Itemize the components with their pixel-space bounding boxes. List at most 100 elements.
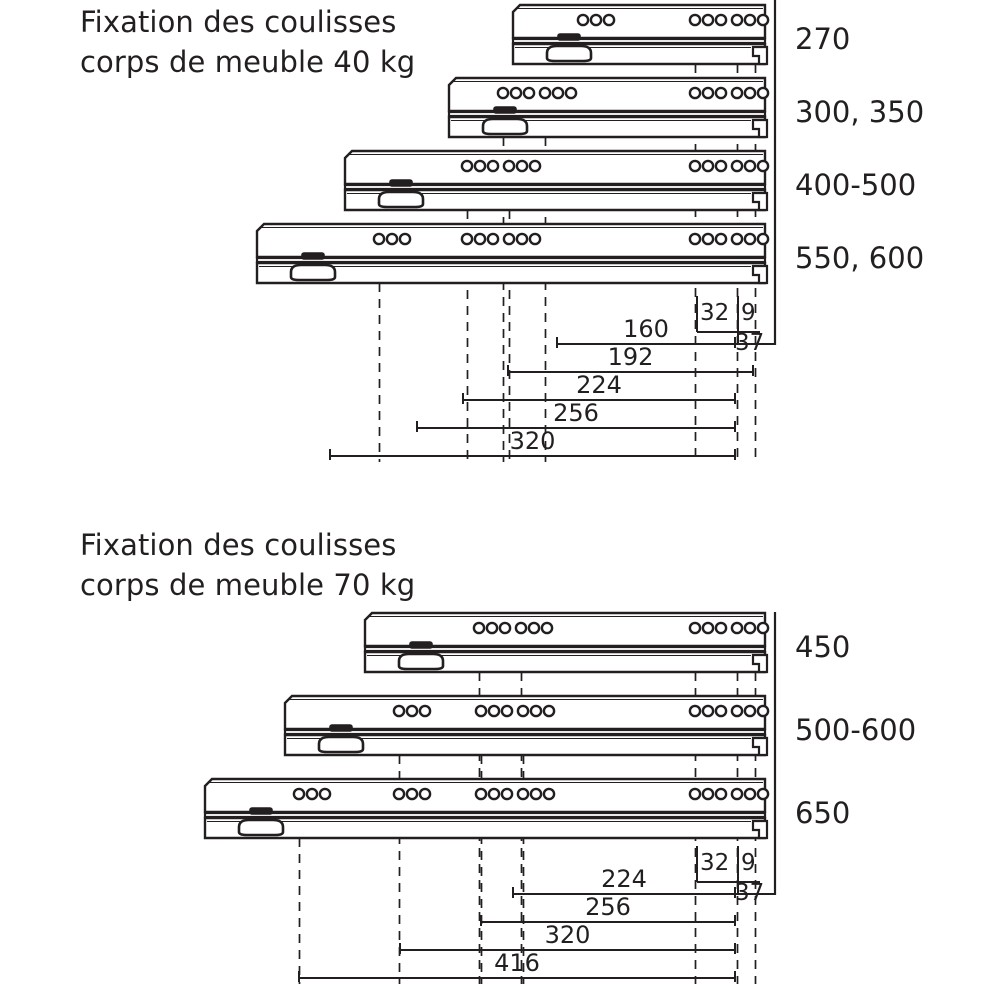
mounting-hole-icon [714, 159, 728, 173]
rail-separator [203, 811, 767, 819]
hole-group-left [576, 13, 616, 27]
mounting-hole-icon [730, 232, 744, 246]
rail-size-label: 450 [795, 630, 851, 664]
hole-group-left [502, 232, 542, 246]
slide-rail [363, 611, 770, 674]
hole-group-left [496, 86, 536, 100]
rail-size-label: 500-600 [795, 713, 917, 747]
mounting-hole-icon [418, 787, 432, 801]
dimension: 256 [416, 399, 736, 432]
slide-latch-icon [237, 818, 285, 837]
mounting-hole-icon [292, 787, 306, 801]
hole-group-right [730, 704, 770, 718]
mounting-hole-icon [743, 704, 757, 718]
mounting-hole-icon [318, 787, 332, 801]
slide-latch-tab-icon [329, 724, 353, 732]
mounting-hole-icon [522, 86, 536, 100]
dimension-label: 224 [601, 865, 647, 893]
rail-separator [283, 728, 767, 736]
mounting-hole-icon [385, 232, 399, 246]
mounting-hole-icon [756, 86, 770, 100]
hole-group-left [514, 621, 554, 635]
hole-group-left [292, 787, 332, 801]
mounting-hole-icon [688, 232, 702, 246]
mounting-hole-icon [743, 621, 757, 635]
mounting-hole-icon [392, 787, 406, 801]
mounting-hole-icon [701, 704, 715, 718]
mounting-hole-icon [564, 86, 578, 100]
mounting-hole-icon [516, 704, 530, 718]
slide-latch-tab-icon [409, 641, 433, 649]
dimension: 192 [507, 343, 754, 376]
dimension: 256 [480, 893, 736, 926]
rail-size-label: 270 [795, 22, 851, 56]
mounting-hole-icon [756, 621, 770, 635]
mounting-hole-icon [714, 704, 728, 718]
dimension-label: 256 [553, 399, 599, 427]
mounting-hole-icon [743, 159, 757, 173]
mounting-hole-icon [496, 86, 510, 100]
mounting-hole-icon [474, 704, 488, 718]
slide-latch-icon [545, 44, 593, 63]
hole-group-left [472, 621, 512, 635]
slide-latch-tab-icon [493, 106, 517, 114]
mounting-hole-icon [756, 787, 770, 801]
section-title-line2: corps de meuble 70 kg [80, 568, 416, 602]
mounting-hole-icon [714, 13, 728, 27]
mounting-hole-icon [500, 704, 514, 718]
mounting-hole-icon [516, 787, 530, 801]
hole-group-right [688, 232, 728, 246]
hole-group-left [372, 232, 412, 246]
mounting-hole-icon [701, 787, 715, 801]
mounting-hole-icon [743, 13, 757, 27]
mounting-hole-icon [473, 232, 487, 246]
mounting-hole-icon [502, 232, 516, 246]
detail-dim-label: 37 [735, 880, 764, 906]
hole-group-right [688, 13, 728, 27]
slide-latch-tab-icon [301, 252, 325, 260]
dimension-label: 224 [576, 371, 622, 399]
dimension: 224 [512, 865, 736, 898]
mounting-hole-icon [701, 13, 715, 27]
hole-group-right [730, 159, 770, 173]
mounting-hole-icon [743, 232, 757, 246]
mounting-hole-icon [486, 232, 500, 246]
mounting-hole-icon [542, 704, 556, 718]
section-title: Fixation des coulisses corps de meuble 70… [80, 525, 415, 605]
mounting-hole-icon [701, 232, 715, 246]
mounting-hole-icon [714, 86, 728, 100]
mounting-hole-icon [372, 232, 386, 246]
mounting-hole-icon [714, 621, 728, 635]
mounting-hole-icon [538, 86, 552, 100]
detail-dim-label: 9 [741, 850, 756, 876]
hole-group-right [730, 621, 770, 635]
hole-group-left [392, 787, 432, 801]
mounting-hole-icon [688, 13, 702, 27]
mounting-hole-icon [473, 159, 487, 173]
mounting-hole-icon [701, 86, 715, 100]
slide-latch-icon [377, 190, 425, 209]
hole-group-right [730, 13, 770, 27]
mounting-hole-icon [542, 787, 556, 801]
mounting-hole-icon [756, 232, 770, 246]
rail-end-hook-icon [751, 653, 769, 674]
hole-group-right [688, 704, 728, 718]
slide-rail [511, 3, 770, 66]
slide-rail [255, 222, 770, 285]
dimension-label: 320 [510, 427, 556, 455]
slide-latch-tab-icon [557, 33, 581, 41]
section-title: Fixation des coulisses corps de meuble 40… [80, 2, 415, 82]
hole-group-left [502, 159, 542, 173]
section-title-line2: corps de meuble 40 kg [80, 45, 416, 79]
mounting-hole-icon [515, 159, 529, 173]
mounting-hole-icon [528, 232, 542, 246]
mounting-hole-icon [730, 86, 744, 100]
mounting-hole-icon [529, 787, 543, 801]
mounting-hole-icon [305, 787, 319, 801]
mounting-hole-icon [756, 704, 770, 718]
hole-group-right [730, 232, 770, 246]
rail-size-label: 650 [795, 796, 851, 830]
mounting-hole-icon [551, 86, 565, 100]
